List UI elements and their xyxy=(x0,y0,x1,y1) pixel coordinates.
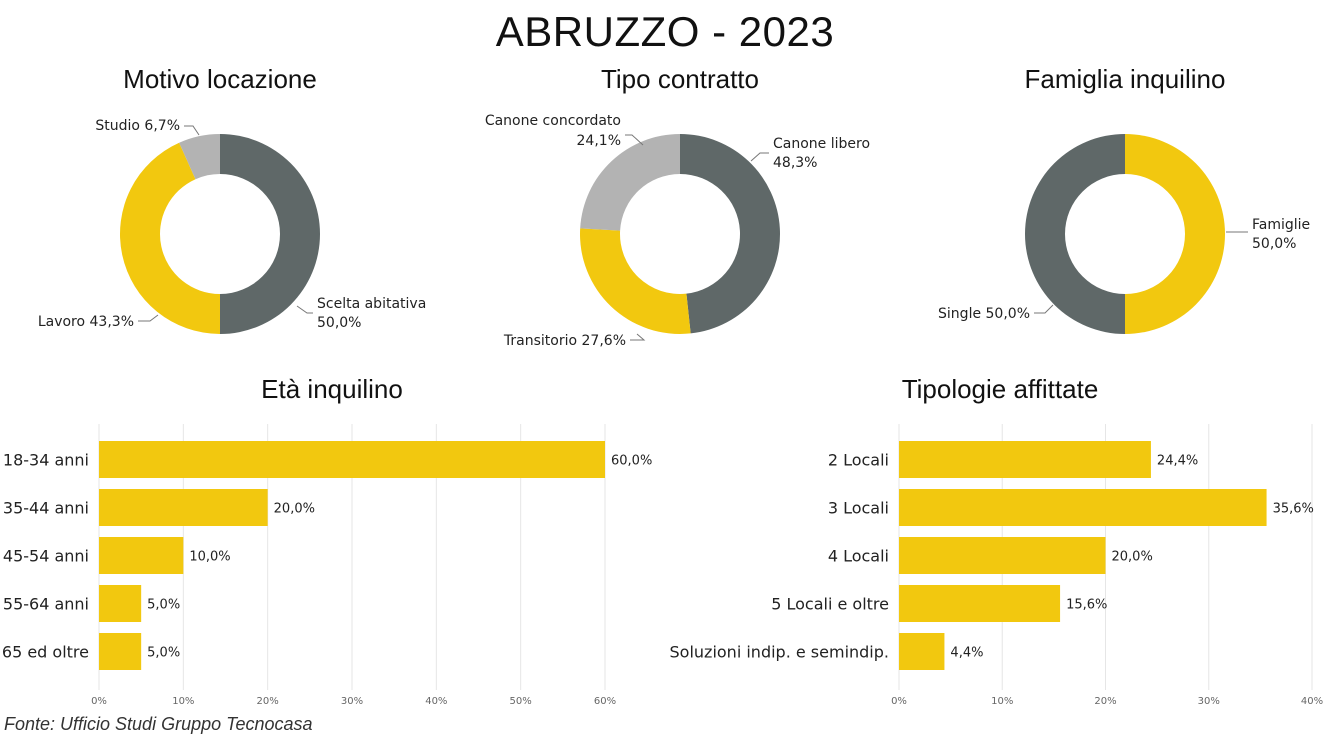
category-label: 18-34 anni xyxy=(3,451,89,470)
bar-tipologie-title: Tipologie affittate xyxy=(901,374,1099,404)
value-label: 35,6% xyxy=(1273,502,1314,517)
data-label: 24,1% xyxy=(577,133,621,149)
x-tick-label: 20% xyxy=(257,696,279,707)
donut-slice[interactable] xyxy=(680,134,780,334)
bar[interactable] xyxy=(899,633,945,670)
leader-line xyxy=(630,333,646,341)
bar-chart-tipologie: 0% 10% 20% 30% 40% 2 Locali 24,4% 3 Locali 35,6%… xyxy=(670,424,1323,707)
data-label: 48,3% xyxy=(773,155,817,171)
donut-contratto-title: Tipo contratto xyxy=(600,64,759,94)
bar-chart-eta: 0% 10% 20% 30% 40% 50% 60% 18-34 anni 60,0% 35-44… xyxy=(2,424,652,707)
bar-eta-title: Età inquilino xyxy=(261,374,403,404)
donut-slice[interactable] xyxy=(580,134,680,231)
data-label: Canone libero xyxy=(773,136,870,152)
data-label: Lavoro 43,3% xyxy=(38,314,134,330)
leader-line xyxy=(184,125,200,136)
bar[interactable] xyxy=(99,585,142,622)
donut-motivo: Scelta abitativa 50,0% Lavoro 43,3% Studio … xyxy=(38,118,426,334)
x-tick-label: 10% xyxy=(172,696,194,707)
bar[interactable] xyxy=(899,489,1267,526)
category-label: 45-54 anni xyxy=(3,547,89,566)
donut-famiglia: Famiglie 50,0% Single 50,0% xyxy=(938,134,1310,334)
bar[interactable] xyxy=(899,585,1061,622)
value-label: 20,0% xyxy=(274,502,315,517)
category-label: 3 Locali xyxy=(828,499,889,518)
leader-line xyxy=(1034,304,1054,314)
x-tick-label: 30% xyxy=(341,696,363,707)
x-tick-label: 40% xyxy=(425,696,447,707)
data-label: Canone concordato xyxy=(485,113,621,129)
bar[interactable] xyxy=(899,537,1106,574)
leader-line xyxy=(296,305,313,314)
category-label: 35-44 anni xyxy=(3,499,89,518)
leader-line xyxy=(625,134,644,146)
donut-slice[interactable] xyxy=(120,142,220,334)
data-label: Single 50,0% xyxy=(938,306,1030,322)
bar[interactable] xyxy=(899,441,1151,478)
value-label: 60,0% xyxy=(611,454,652,469)
data-label: Studio 6,7% xyxy=(95,118,180,134)
donut-contratto: Canone libero 48,3% Transitorio 27,6% Canon… xyxy=(485,113,870,349)
x-tick-label: 0% xyxy=(91,696,107,707)
donut-slice[interactable] xyxy=(580,228,691,334)
bar[interactable] xyxy=(99,441,605,478)
x-tick-label: 0% xyxy=(891,696,907,707)
category-label: 4 Locali xyxy=(828,547,889,566)
x-tick-label: 30% xyxy=(1198,696,1220,707)
category-label: 55-64 anni xyxy=(3,595,89,614)
donut-motivo-title: Motivo locazione xyxy=(123,64,317,94)
category-label: Soluzioni indip. e semindip. xyxy=(670,643,889,662)
bar[interactable] xyxy=(99,537,184,574)
category-label: 2 Locali xyxy=(828,451,889,470)
leader-line xyxy=(750,152,769,162)
category-label: 65 ed oltre xyxy=(2,643,89,662)
value-label: 5,0% xyxy=(147,598,180,613)
x-tick-label: 60% xyxy=(594,696,616,707)
donut-slice[interactable] xyxy=(179,134,220,180)
value-label: 5,0% xyxy=(147,646,180,661)
leader-line xyxy=(138,314,159,322)
x-tick-label: 50% xyxy=(510,696,532,707)
data-label: 50,0% xyxy=(317,315,361,331)
value-label: 4,4% xyxy=(950,646,983,661)
data-label: Famiglie xyxy=(1252,217,1310,233)
donut-famiglia-title: Famiglia inquilino xyxy=(1024,64,1226,94)
bar[interactable] xyxy=(99,633,142,670)
data-label: 50,0% xyxy=(1252,236,1296,252)
category-label: 5 Locali e oltre xyxy=(771,595,889,614)
x-tick-label: 10% xyxy=(991,696,1013,707)
source-note: Fonte: Ufficio Studi Gruppo Tecnocasa xyxy=(4,714,313,734)
data-label: Transitorio 27,6% xyxy=(503,333,626,349)
x-tick-label: 20% xyxy=(1094,696,1116,707)
value-label: 20,0% xyxy=(1112,550,1153,565)
bar[interactable] xyxy=(99,489,268,526)
page-title: ABRUZZO - 2023 xyxy=(495,8,835,55)
value-label: 24,4% xyxy=(1157,454,1198,469)
donut-slice[interactable] xyxy=(1125,134,1225,334)
value-label: 15,6% xyxy=(1066,598,1107,613)
value-label: 10,0% xyxy=(189,550,230,565)
donut-slice[interactable] xyxy=(220,134,320,334)
data-label: Scelta abitativa xyxy=(317,296,426,312)
donut-slice[interactable] xyxy=(1025,134,1125,334)
x-tick-label: 40% xyxy=(1301,696,1323,707)
